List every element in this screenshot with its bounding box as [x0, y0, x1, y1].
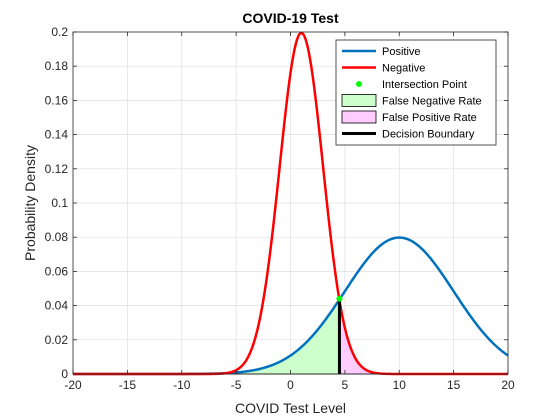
y-tick-label: 0.04 — [45, 299, 69, 313]
legend-label-false-negative-rate: False Negative Rate — [382, 96, 482, 108]
x-tick-label: 15 — [447, 378, 461, 392]
legend-label-intersection-point: Intersection Point — [382, 79, 467, 91]
x-tick-label: -20 — [64, 378, 82, 392]
legend-label-negative: Negative — [382, 63, 425, 75]
legend-swatch-false-positive-rate — [341, 110, 377, 124]
y-tick-label: 0 — [61, 367, 68, 381]
y-tick-label: 0.18 — [45, 59, 69, 73]
legend: Positive Negative Intersection Point False … — [335, 39, 497, 146]
x-axis-label: COVID Test Level — [235, 400, 346, 416]
y-axis-label: Probability Density — [22, 145, 38, 261]
y-tick-label: 0.1 — [51, 196, 68, 210]
legend-box — [335, 39, 497, 146]
legend-label-positive: Positive — [382, 46, 421, 58]
legend-label-decision-boundary: Decision Boundary — [382, 129, 475, 141]
y-tick-label: 0.2 — [51, 25, 68, 39]
y-tick-label: 0.14 — [45, 128, 69, 142]
y-tick-label: 0.06 — [45, 264, 69, 278]
intersection-point-marker — [336, 295, 343, 302]
y-tick-label: 0.08 — [45, 230, 69, 244]
x-tick-label: -15 — [119, 378, 137, 392]
x-tick-label: 20 — [501, 378, 515, 392]
x-tick-label: 5 — [342, 378, 349, 392]
axis-ticks: -20 -15 -10 -5 0 5 10 15 20 0 0.02 0.04 0.06 0.08 0.1 0… — [45, 25, 515, 392]
y-tick-label: 0.12 — [45, 162, 69, 176]
y-tick-label: 0.16 — [45, 93, 69, 107]
legend-swatch-intersection-point — [356, 81, 362, 87]
chart-title: COVID-19 Test — [242, 10, 339, 26]
markers — [336, 295, 343, 374]
legend-label-false-positive-rate: False Positive Rate — [382, 112, 477, 124]
x-tick-label: 0 — [287, 378, 294, 392]
legend-swatch-false-negative-rate — [341, 94, 377, 107]
x-tick-label: -10 — [173, 378, 191, 392]
x-tick-label: -5 — [231, 378, 242, 392]
y-tick-label: 0.02 — [45, 333, 69, 347]
x-tick-label: 10 — [393, 378, 407, 392]
